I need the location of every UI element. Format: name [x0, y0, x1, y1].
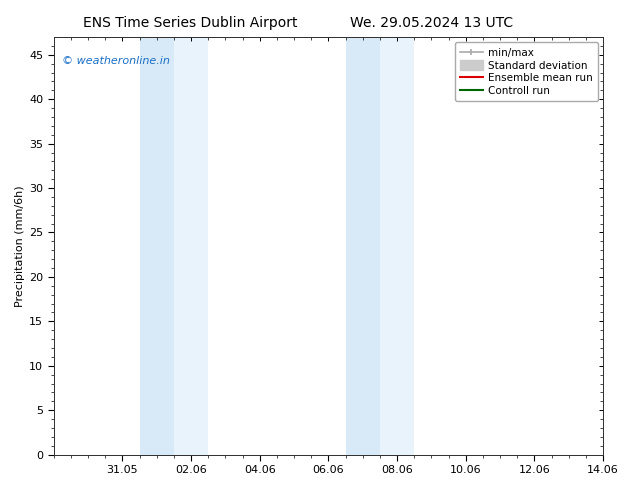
Legend: min/max, Standard deviation, Ensemble mean run, Controll run: min/max, Standard deviation, Ensemble me… [455, 42, 598, 101]
Text: We. 29.05.2024 13 UTC: We. 29.05.2024 13 UTC [349, 16, 513, 30]
Bar [346, 37, 380, 455]
Text: © weatheronline.in: © weatheronline.in [62, 56, 170, 66]
Text: ENS Time Series Dublin Airport: ENS Time Series Dublin Airport [83, 16, 297, 30]
Bar [139, 37, 174, 455]
Bar [380, 37, 414, 455]
Bar [174, 37, 208, 455]
Y-axis label: Precipitation (mm/6h): Precipitation (mm/6h) [15, 185, 25, 307]
